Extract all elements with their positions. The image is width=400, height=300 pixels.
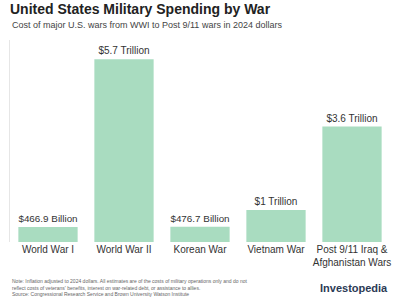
svg-text:United States Military Spendin: United States Military Spending by War [10,1,271,17]
svg-text:Note: Inflation adjusted to 20: Note: Inflation adjusted to 2024 dollars… [12,278,247,297]
svg-text:World War I: World War I [22,244,74,255]
svg-text:$1 Trillion: $1 Trillion [255,196,298,207]
svg-text:$476.7 Billion: $476.7 Billion [170,213,229,224]
svg-text:$466.9 Billion: $466.9 Billion [18,213,77,224]
svg-text:$5.7 Trillion: $5.7 Trillion [98,45,149,56]
svg-text:Vietnam War: Vietnam War [247,244,305,255]
svg-text:Korean War: Korean War [174,244,228,255]
svg-text:Post 9/11 Iraq &Afghanistan Wa: Post 9/11 Iraq &Afghanistan Wars [313,244,392,268]
svg-text:Investopedia: Investopedia [320,282,388,294]
svg-text:Cost of major U.S. wars from W: Cost of major U.S. wars from WWI to Post… [12,20,282,30]
svg-text:$3.6 Trillion: $3.6 Trillion [326,113,377,124]
svg-text:World War II: World War II [96,244,151,255]
